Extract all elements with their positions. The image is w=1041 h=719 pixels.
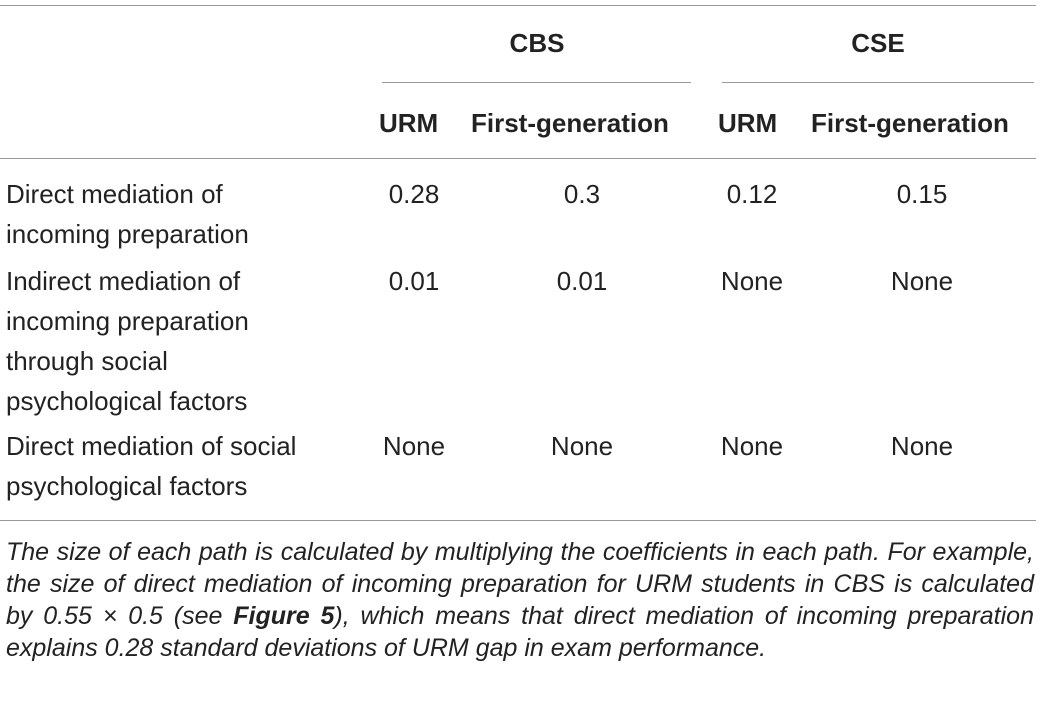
row-label-line: Direct mediation of [6,179,223,209]
cell-cbs-first-generation: None [550,431,614,461]
cell-cbs-urm: None [382,431,446,461]
row-label: Indirect mediation of incoming preparati… [6,261,336,421]
row-label: Direct mediation of social psychological… [6,426,336,506]
cell-cse-urm: None [720,431,784,461]
subheader-cbs-urm: URM [379,108,439,138]
cell-cbs-first-generation: 0.01 [556,266,608,296]
subheader-cse-urm: URM [718,108,778,138]
cbs-group-rule [382,82,691,83]
table-footnote: The size of each path is calculated by m… [6,536,1034,664]
top-rule [0,5,1036,6]
cell-cse-first-generation: None [890,431,954,461]
figure-reference: Figure 5 [233,602,335,630]
row-label-line: Indirect mediation of [6,266,241,296]
cell-cse-urm: 0.12 [726,179,778,209]
row-label-line: incoming preparation [6,306,249,336]
row-label-line: incoming preparation [6,219,249,249]
row-label-line: Direct mediation of social [6,431,297,461]
row-label-line: psychological factors [6,471,248,501]
footnote-text: The size of each path is calculated by m… [6,538,1034,630]
cse-group-rule [722,82,1034,83]
subheader-cbs-first-generation: First-generation [471,108,669,138]
row-label-line: through social [6,346,168,376]
cell-cbs-first-generation: 0.3 [563,179,601,209]
cell-cbs-urm: 0.28 [388,179,440,209]
footnote-text: ), which means that direct mediation of … [6,602,1034,662]
header-rule [0,158,1036,159]
row-label-line: psychological factors [6,386,248,416]
cell-cse-first-generation: 0.15 [896,179,948,209]
cell-cse-first-generation: None [890,266,954,296]
group-header-cbs: CBS [509,28,565,58]
row-label: Direct mediation of incoming preparation [6,174,336,254]
subheader-cse-first-generation: First-generation [811,108,1009,138]
cell-cse-urm: None [720,266,784,296]
group-header-cse: CSE [851,28,905,58]
bottom-rule [0,520,1036,521]
cell-cbs-urm: 0.01 [388,266,440,296]
